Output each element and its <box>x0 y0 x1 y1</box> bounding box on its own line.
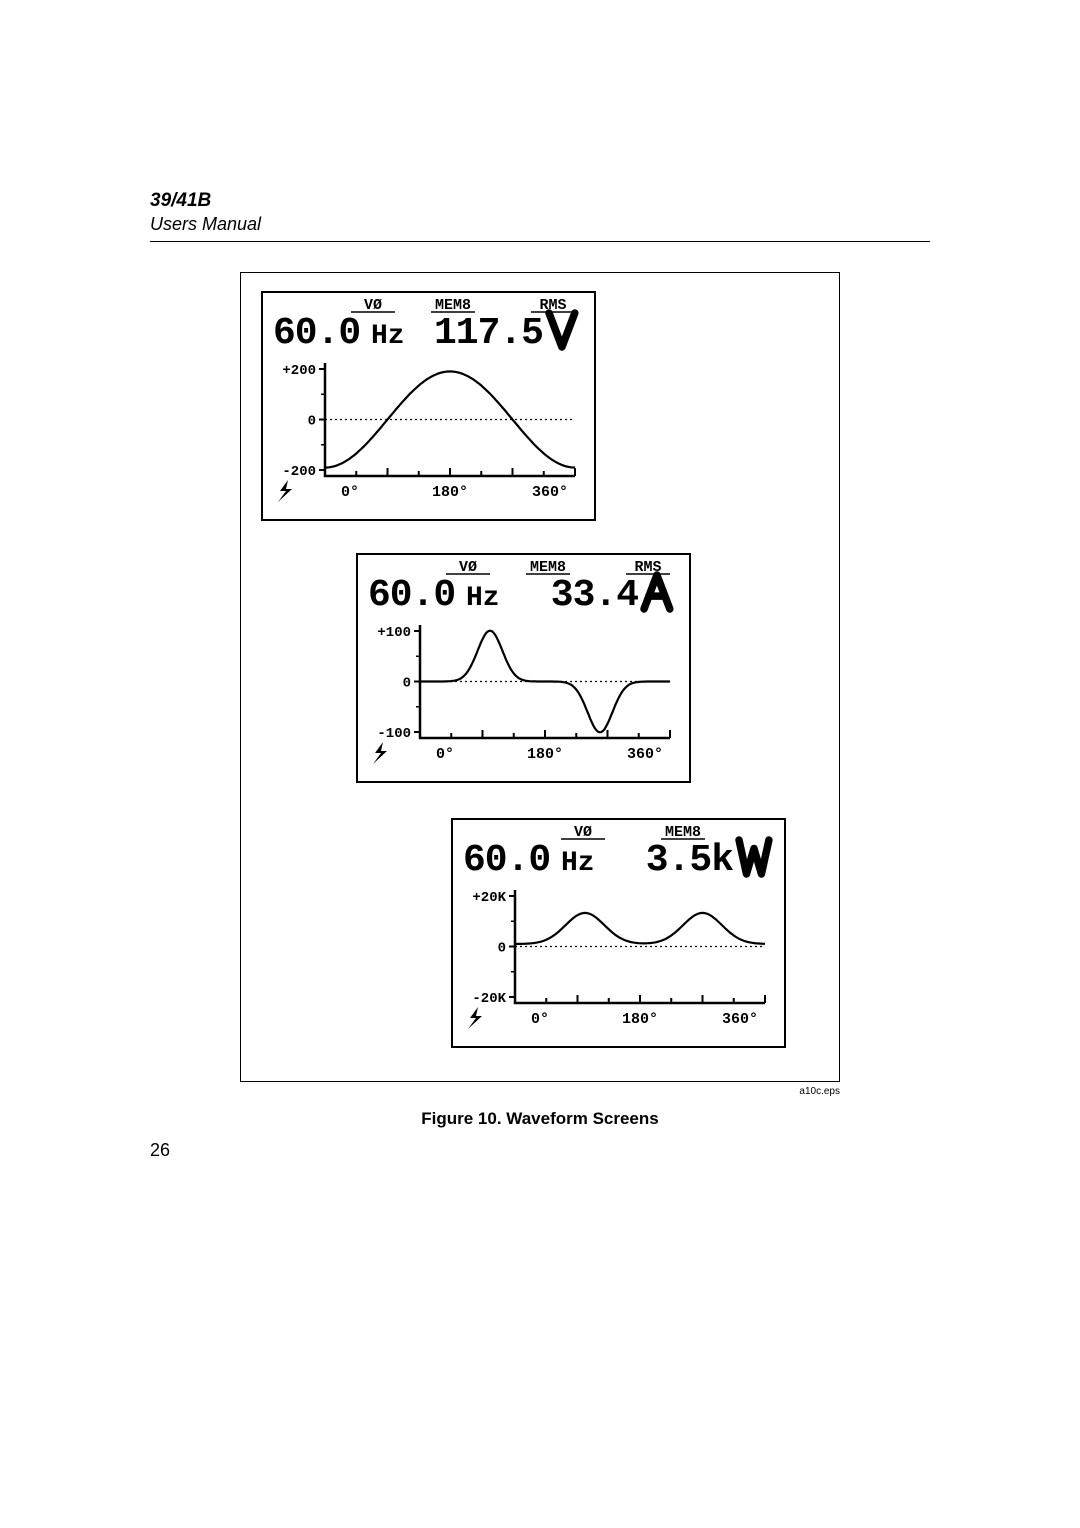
svg-text:0: 0 <box>308 414 316 430</box>
svg-text:0: 0 <box>498 941 506 957</box>
svg-text:180°: 180° <box>432 484 468 501</box>
svg-text:+200: +200 <box>282 363 316 379</box>
svg-text:60.0: 60.0 <box>463 839 550 882</box>
svg-text:0°: 0° <box>436 746 454 763</box>
header-subtitle: Users Manual <box>150 214 930 235</box>
svg-text:360°: 360° <box>532 484 568 501</box>
waveform-screen-0: VØMEM8RMS 60.0Hz117.5 +2000-200 0°180°36… <box>261 291 596 521</box>
svg-text:Hz: Hz <box>561 848 595 879</box>
svg-text:Hz: Hz <box>466 583 500 614</box>
svg-text:+100: +100 <box>377 625 411 641</box>
svg-text:33.4: 33.4 <box>551 574 638 617</box>
svg-text:117.5: 117.5 <box>434 312 543 355</box>
svg-text:0: 0 <box>403 676 411 692</box>
svg-text:0°: 0° <box>531 1011 549 1028</box>
waveform-screen-2: VØMEM8 60.0Hz3.5k +20K0-20K 0°180°360° <box>451 818 786 1048</box>
svg-text:60.0: 60.0 <box>273 312 360 355</box>
svg-text:0°: 0° <box>341 484 359 501</box>
page-number: 26 <box>150 1140 170 1161</box>
svg-text:-200: -200 <box>282 464 316 480</box>
svg-text:360°: 360° <box>722 1011 758 1028</box>
waveform-screen-1: VØMEM8RMS 60.0Hz33.4 +1000-100 0°180°360… <box>356 553 691 783</box>
svg-text:Hz: Hz <box>371 321 405 352</box>
svg-text:360°: 360° <box>627 746 663 763</box>
figure-caption: Figure 10. Waveform Screens <box>240 1109 840 1129</box>
svg-text:+20K: +20K <box>472 890 506 906</box>
svg-text:3.5k: 3.5k <box>646 839 733 882</box>
svg-text:-100: -100 <box>377 726 411 742</box>
figure-box: VØMEM8RMS 60.0Hz117.5 +2000-200 0°180°36… <box>240 272 840 1082</box>
eps-label: a10c.eps <box>240 1086 840 1097</box>
svg-text:60.0: 60.0 <box>368 574 455 617</box>
header-rule <box>150 241 930 242</box>
header-title: 39/41B <box>150 190 930 212</box>
svg-text:180°: 180° <box>622 1011 658 1028</box>
svg-text:180°: 180° <box>527 746 563 763</box>
svg-text:-20K: -20K <box>472 991 506 1007</box>
